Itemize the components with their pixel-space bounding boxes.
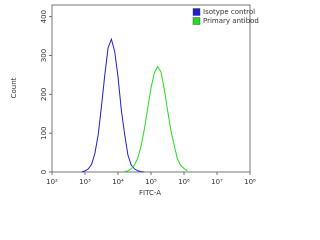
y-tick-label: 300 (40, 49, 48, 62)
x-tick-label: 10⁵ (145, 178, 157, 186)
histogram-line (124, 65, 188, 173)
legend-swatch (192, 17, 201, 25)
y-tick-label: 100 (40, 126, 48, 139)
x-tick-label: 10² (46, 178, 58, 186)
legend-swatch (192, 8, 201, 16)
x-tick-label: 10⁷ (211, 178, 223, 186)
x-tick-label: 10⁸ (244, 178, 256, 186)
y-tick-label: 200 (40, 88, 48, 101)
x-axis-label: FITC-A (139, 189, 161, 197)
y-tick-label: 0 (40, 170, 48, 174)
y-axis-label: Count (10, 77, 18, 98)
x-tick-label: 10³ (79, 178, 91, 186)
legend-label: Primary antibod (203, 17, 259, 25)
x-tick-label: 10⁶ (178, 178, 190, 186)
chart: FITC-A Count 10² 10³ 10⁴ 10⁵ 10⁶ 10⁷ 10⁸ 0 100 20… (10, 4, 259, 197)
x-tick-label: 10⁴ (112, 178, 124, 186)
histogram-line (81, 37, 145, 173)
legend-label: Isotype control (203, 8, 255, 16)
y-tick-label: 400 (40, 10, 48, 23)
